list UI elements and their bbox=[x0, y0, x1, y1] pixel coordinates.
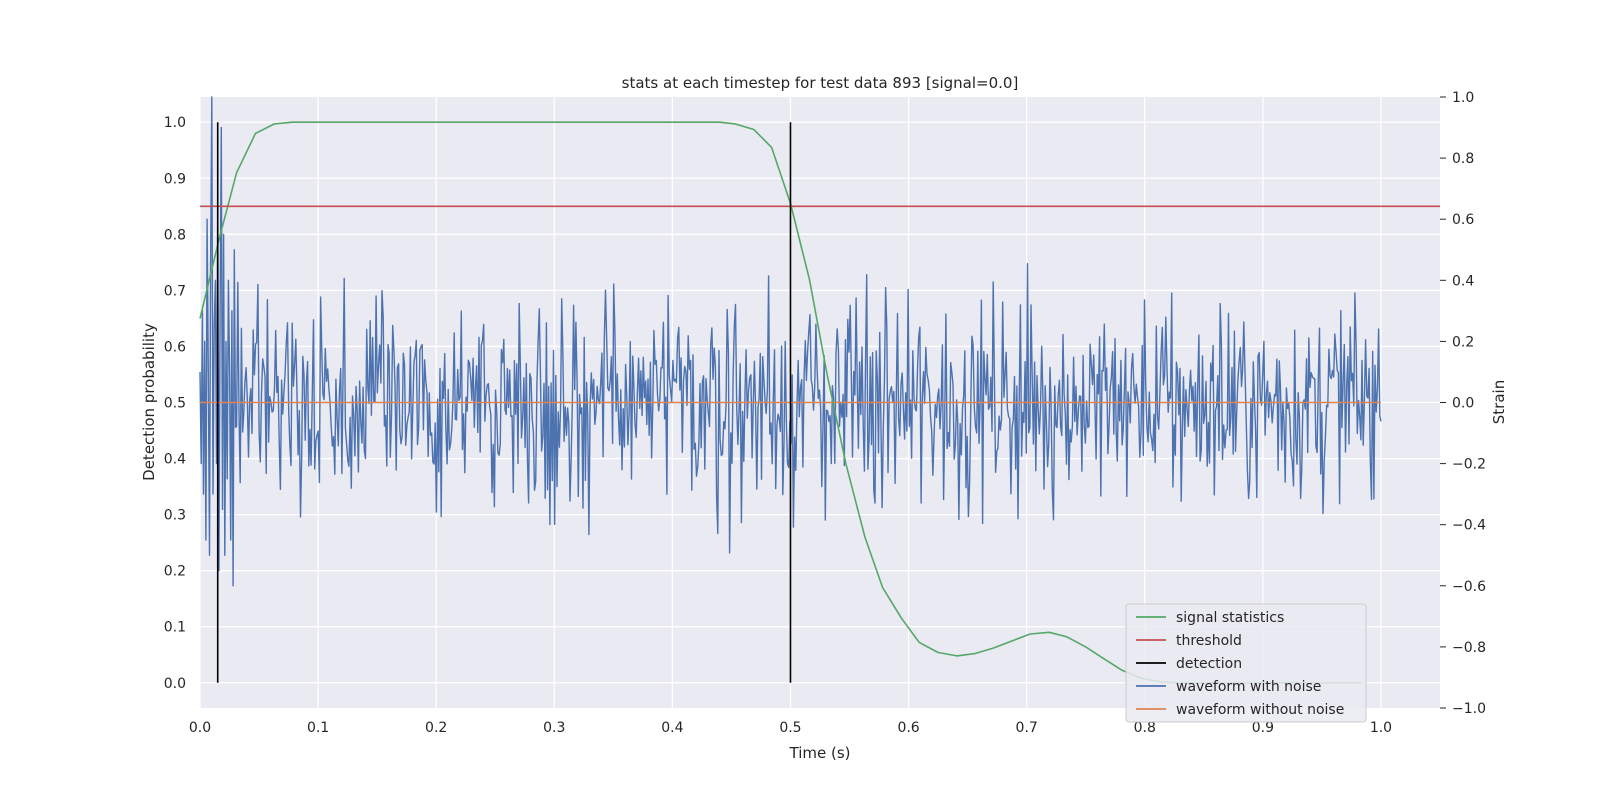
left-y-tick-label: 0.4 bbox=[164, 452, 186, 468]
x-axis-ticks: 0.0 0.1 0.2 0.3 0.4 0.5 0.6 0.7 0.8 0.9 1.0 bbox=[189, 720, 1392, 736]
right-y-tick-label: −0.8 bbox=[1452, 640, 1486, 656]
legend-label-waveform-with-noise: waveform with noise bbox=[1176, 679, 1321, 695]
x-tick-label: 0.1 bbox=[307, 720, 329, 736]
left-y-axis-label: Detection probability bbox=[140, 323, 158, 481]
x-axis-label: Time (s) bbox=[789, 744, 851, 762]
right-y-tick-label: −0.4 bbox=[1452, 518, 1486, 534]
left-y-tick-label: 1.0 bbox=[164, 115, 186, 131]
right-y-tick-label: 0.6 bbox=[1452, 212, 1474, 228]
right-y-axis-label: Strain bbox=[1490, 380, 1508, 424]
right-y-tick-label: 0.4 bbox=[1452, 273, 1474, 289]
chart-title: stats at each timestep for test data 893… bbox=[622, 74, 1019, 92]
left-y-tick-label: 0.6 bbox=[164, 339, 186, 355]
x-tick-label: 0.6 bbox=[897, 720, 919, 736]
left-y-tick-label: 0.1 bbox=[164, 620, 186, 636]
legend-box bbox=[1125, 603, 1367, 723]
x-tick-label: 0.2 bbox=[425, 720, 447, 736]
left-y-tick-label: 0.2 bbox=[164, 564, 186, 580]
right-y-tick-label: 0.8 bbox=[1452, 151, 1474, 167]
series-layer bbox=[199, 96, 1440, 684]
left-y-tick-label: 0.8 bbox=[164, 227, 186, 243]
right-y-axis-ticks: −1.0 −0.8 −0.6 −0.4 −0.2 0.0 0.2 0.4 0.6 0.8 1.0 bbox=[1440, 90, 1486, 717]
x-tick-label: 0.8 bbox=[1134, 720, 1156, 736]
x-tick-label: 1.0 bbox=[1370, 720, 1392, 736]
left-y-axis-ticks: 0.0 0.1 0.2 0.3 0.4 0.5 0.6 0.7 0.8 0.9 1.0 bbox=[164, 115, 186, 692]
legend-label-threshold: threshold bbox=[1176, 633, 1242, 649]
x-tick-label: 0.3 bbox=[543, 720, 565, 736]
right-y-tick-label: 1.0 bbox=[1452, 90, 1474, 106]
x-tick-label: 0.4 bbox=[661, 720, 683, 736]
legend-label-signal-statistics: signal statistics bbox=[1176, 610, 1284, 626]
left-y-tick-label: 0.3 bbox=[164, 508, 186, 524]
left-y-tick-label: 0.0 bbox=[164, 676, 186, 692]
right-y-tick-label: 0.2 bbox=[1452, 334, 1474, 350]
legend-label-waveform-without-noise: waveform without noise bbox=[1176, 702, 1344, 718]
x-tick-label: 0.5 bbox=[779, 720, 801, 736]
legend: signal statistics threshold detection wa… bbox=[1125, 603, 1367, 723]
right-y-tick-label: 0.0 bbox=[1452, 396, 1474, 412]
x-tick-label: 0.7 bbox=[1016, 720, 1038, 736]
right-y-tick-label: −1.0 bbox=[1452, 701, 1486, 717]
right-y-tick-label: −0.6 bbox=[1452, 579, 1486, 595]
x-tick-label: 0.9 bbox=[1252, 720, 1274, 736]
left-y-tick-label: 0.7 bbox=[164, 283, 186, 299]
left-y-tick-label: 0.5 bbox=[164, 396, 186, 412]
legend-label-detection: detection bbox=[1176, 656, 1242, 672]
right-y-tick-label: −0.2 bbox=[1452, 457, 1486, 473]
left-y-tick-label: 0.9 bbox=[164, 171, 186, 187]
x-tick-label: 0.0 bbox=[189, 720, 211, 736]
